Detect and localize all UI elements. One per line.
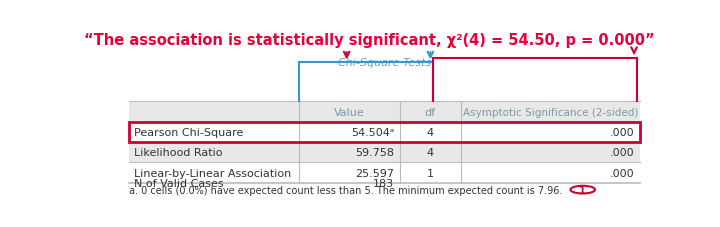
Text: Asymptotic Significance (2-sided): Asymptotic Significance (2-sided) bbox=[463, 107, 638, 117]
Text: a. 0 cells (0.0%) have expected count less than 5. The minimum expected count is: a. 0 cells (0.0%) have expected count le… bbox=[129, 185, 562, 195]
Text: df: df bbox=[425, 107, 436, 117]
Bar bbox=[129, 101, 639, 123]
Text: 54.504ᵃ: 54.504ᵃ bbox=[351, 128, 394, 138]
Text: Linear-by-Linear Association: Linear-by-Linear Association bbox=[133, 168, 291, 178]
Text: 1: 1 bbox=[427, 168, 434, 178]
Text: Value: Value bbox=[334, 107, 365, 117]
Text: 183: 183 bbox=[373, 178, 394, 188]
Text: Pearson Chi-Square: Pearson Chi-Square bbox=[133, 128, 243, 138]
Bar bbox=[129, 123, 639, 143]
Bar bbox=[129, 143, 639, 163]
Text: 59.758: 59.758 bbox=[355, 148, 394, 158]
Text: 1: 1 bbox=[580, 185, 586, 195]
Text: 4: 4 bbox=[427, 128, 434, 138]
Text: Likelihood Ratio: Likelihood Ratio bbox=[133, 148, 222, 158]
Bar bbox=[129, 123, 639, 143]
Text: .000: .000 bbox=[609, 148, 634, 158]
Text: N of Valid Cases: N of Valid Cases bbox=[133, 178, 223, 188]
Text: “The association is statistically significant, χ²(4) = 54.50, p = 0.000”: “The association is statistically signif… bbox=[84, 32, 654, 47]
Text: 25.597: 25.597 bbox=[355, 168, 394, 178]
Text: .000: .000 bbox=[609, 128, 634, 138]
Text: .000: .000 bbox=[609, 168, 634, 178]
Bar bbox=[129, 163, 639, 183]
Text: Chi-Square Tests: Chi-Square Tests bbox=[338, 57, 431, 67]
Text: 4: 4 bbox=[427, 148, 434, 158]
